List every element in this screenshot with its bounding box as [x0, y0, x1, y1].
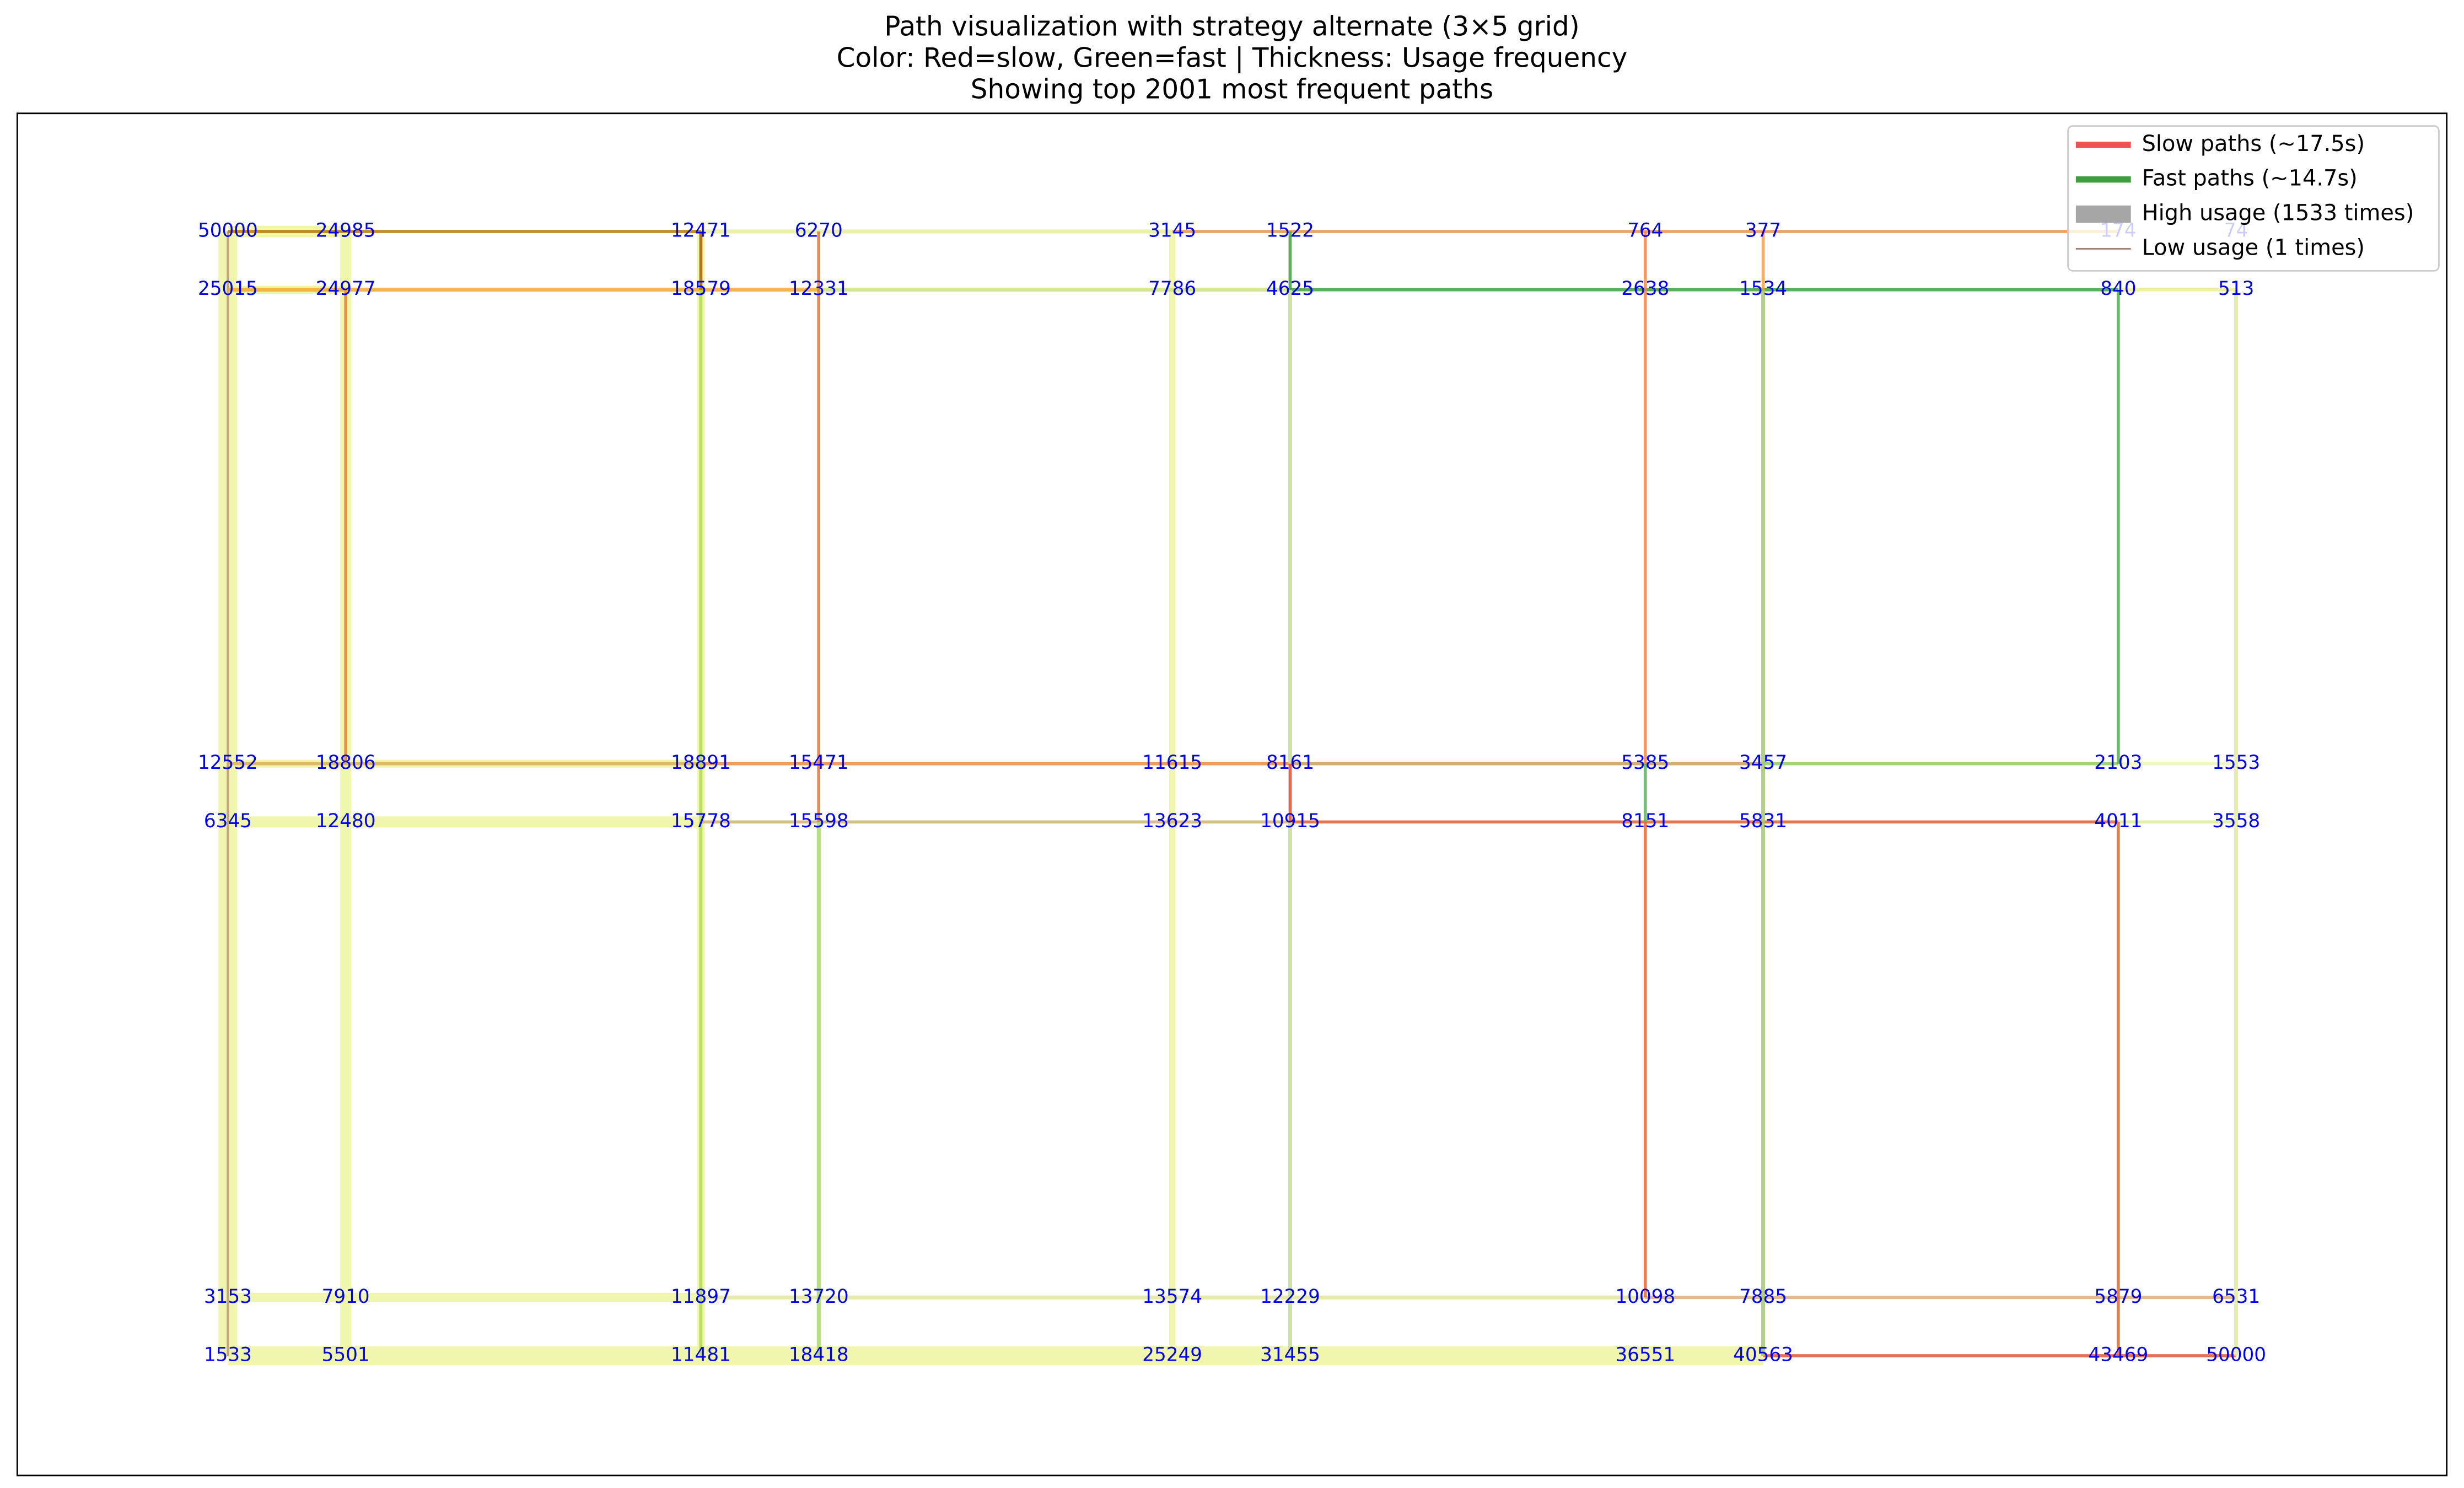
- node-label: 13623: [1142, 810, 1202, 832]
- node-label: 1522: [1266, 219, 1314, 241]
- legend-label: High usage (1533 times): [2142, 201, 2414, 226]
- node-label: 12552: [198, 752, 258, 774]
- node-label: 18806: [316, 752, 376, 774]
- node-label: 10098: [1615, 1286, 1675, 1308]
- node-label: 25015: [198, 278, 258, 300]
- node-label: 6345: [204, 810, 252, 832]
- legend-label: Slow paths (~17.5s): [2142, 131, 2365, 157]
- node-label: 377: [1745, 219, 1781, 241]
- node-label: 18579: [671, 278, 731, 300]
- node-label: 513: [2218, 278, 2254, 300]
- node-label: 840: [2100, 278, 2136, 300]
- node-label: 25249: [1142, 1344, 1202, 1366]
- node-label: 8161: [1266, 752, 1314, 774]
- node-label: 43469: [2088, 1344, 2148, 1366]
- node-label: 5879: [2094, 1286, 2142, 1308]
- node-label: 31455: [1260, 1344, 1320, 1366]
- node-label: 50000: [2206, 1344, 2266, 1366]
- node-label: 2638: [1621, 278, 1669, 300]
- node-label: 36551: [1615, 1344, 1675, 1366]
- node-label: 11481: [671, 1344, 731, 1366]
- node-label: 15778: [671, 810, 731, 832]
- nodes: 5000024985124716270314515227643771747425…: [198, 219, 2266, 1366]
- node-label: 11615: [1142, 752, 1202, 774]
- node-label: 1533: [204, 1344, 252, 1366]
- node-label: 15471: [789, 752, 849, 774]
- node-label: 4625: [1266, 278, 1314, 300]
- node-label: 1553: [2212, 752, 2260, 774]
- node-label: 18418: [789, 1344, 849, 1366]
- node-label: 3153: [204, 1286, 252, 1308]
- edges: [218, 226, 2239, 1366]
- node-label: 2103: [2094, 752, 2142, 774]
- node-label: 12229: [1260, 1286, 1320, 1308]
- node-label: 13720: [789, 1286, 849, 1308]
- node-label: 18891: [671, 752, 731, 774]
- node-label: 50000: [198, 219, 258, 241]
- title-line: Showing top 2001 most frequent paths: [971, 74, 1493, 105]
- node-label: 6270: [795, 219, 843, 241]
- node-label: 13574: [1142, 1286, 1202, 1308]
- legend: Slow paths (~17.5s) Fast paths (~14.7s) …: [2067, 125, 2440, 272]
- node-label: 8151: [1621, 810, 1669, 832]
- node-label: 6531: [2212, 1286, 2260, 1308]
- node-label: 3145: [1148, 219, 1196, 241]
- node-label: 3457: [1739, 752, 1787, 774]
- node-label: 40563: [1733, 1344, 1793, 1366]
- node-label: 7786: [1148, 278, 1196, 300]
- node-label: 10915: [1260, 810, 1320, 832]
- title-line: Color: Red=slow, Green=fast | Thickness:…: [837, 43, 1628, 74]
- node-label: 5385: [1621, 752, 1669, 774]
- node-label: 7885: [1739, 1286, 1787, 1308]
- node-label: 24977: [316, 278, 376, 300]
- node-label: 7910: [322, 1286, 370, 1308]
- node-label: 3558: [2212, 810, 2260, 832]
- node-label: 15598: [789, 810, 849, 832]
- node-label: 4011: [2094, 810, 2142, 832]
- legend-label: Low usage (1 times): [2142, 235, 2365, 260]
- title-line: Path visualization with strategy alterna…: [884, 11, 1579, 42]
- plot-frame: [16, 112, 2448, 1476]
- node-label: 24985: [316, 219, 376, 241]
- legend-box: [2067, 125, 2440, 272]
- node-label: 5831: [1739, 810, 1787, 832]
- node-label: 12480: [316, 810, 376, 832]
- node-label: 11897: [671, 1286, 731, 1308]
- node-label: 764: [1627, 219, 1663, 241]
- node-label: 5501: [322, 1344, 370, 1366]
- node-label: 12331: [789, 278, 849, 300]
- legend-label: Fast paths (~14.7s): [2142, 166, 2358, 191]
- node-label: 12471: [671, 219, 731, 241]
- node-label: 1534: [1739, 278, 1787, 300]
